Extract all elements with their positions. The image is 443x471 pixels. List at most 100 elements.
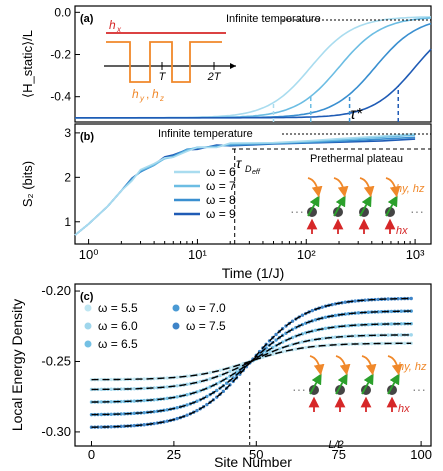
panel-b-spin-arrow-icon [333, 195, 346, 217]
panel-c-data-point [399, 322, 404, 326]
panel-c-data-point [152, 386, 156, 390]
panel-b-legend-label: ω = 7 [206, 179, 236, 193]
panel-c-xtick-label: 0 [88, 447, 95, 462]
panel-c-data-point [215, 388, 219, 393]
panel-c-data-point [99, 425, 104, 429]
panel-a-series-line [75, 48, 432, 119]
panel-c-legend-label: ω = 6.0 [98, 319, 138, 333]
panel-c-data-point [218, 368, 222, 373]
panel-b-tau-d-subsub: eff [252, 169, 261, 176]
panel-c-data-point [119, 399, 123, 404]
panel-c-spin-chain: ··· ··· hy, hz hx [292, 355, 427, 415]
panel-c-legend-marker [84, 322, 92, 330]
panel-c-data-point [218, 373, 222, 378]
panel-b-hx-label: hx [396, 225, 408, 237]
panel-c-data-point [376, 297, 380, 302]
panel-c-data-point [109, 425, 113, 429]
panel-c-data-point [409, 333, 413, 337]
panel-c-data-point [343, 300, 347, 304]
panel-b-ytick-label: 3 [64, 126, 71, 140]
panel-c-data-point [360, 342, 364, 346]
panel-c-data-point [346, 312, 351, 316]
panel-c-data-point [310, 338, 315, 342]
panel-c-data-point [185, 393, 189, 397]
panel-c-data-point [366, 310, 371, 314]
panel-c-data-point [185, 403, 189, 407]
panel-c-data-point [142, 410, 146, 415]
panel-c-data-point [165, 396, 169, 401]
panel-c-data-point [142, 377, 146, 381]
panel-c-fit-line [91, 334, 412, 391]
panel-c-data-point [208, 370, 212, 375]
panel-c-data-point [89, 425, 94, 429]
panel-c-data-point [109, 412, 113, 416]
panel-c-data-point [165, 376, 169, 380]
panel-b-hyz-arrow-icon [333, 177, 349, 198]
panel-b-ylabel: S₂ (bits) [20, 161, 35, 207]
panel-c-data-point [304, 345, 308, 350]
inset-hz-label: h [152, 87, 159, 101]
panel-c-data-point [363, 298, 367, 302]
panel-c-legend-marker [172, 322, 180, 330]
panel-c-data-point [142, 398, 146, 403]
panel-c-data-point [185, 382, 189, 387]
panel-c-data-point [208, 377, 212, 381]
panel-c-data-point [99, 387, 104, 392]
panel-c-fit-line [91, 342, 412, 381]
panel-c-data-point [300, 313, 305, 317]
inset-time-arrow-icon [230, 63, 236, 69]
panel-c-ytick-label: -0.20 [41, 283, 71, 298]
panel-c-data-point [152, 398, 156, 402]
panel-c-data-point [238, 365, 242, 369]
panel-b-infinite-text: Infinite temperature [158, 128, 253, 140]
panel-b-xtick-label: 10² [297, 247, 316, 262]
panel-c-spin-arrow-icon [387, 373, 400, 395]
panel-c-data-point [363, 333, 367, 338]
panel-c-hyz-arrow-icon [335, 355, 351, 376]
panel-c-data-point [175, 395, 179, 399]
panel-c-hyz-arrow-icon [309, 355, 325, 376]
panel-c-ytick-label: -0.30 [41, 424, 71, 439]
panel-a-tau-label: τ* [350, 106, 363, 123]
panel-c-legend-label: ω = 7.0 [186, 301, 226, 315]
panel-c-data-point [337, 342, 341, 347]
panel-c-legend-label: ω = 6.5 [98, 337, 138, 351]
panel-c-hyz-label: hy, hz [398, 361, 427, 373]
panel-c-data-point [109, 400, 113, 404]
inset-hy-label: h [132, 87, 139, 101]
panel-c-data-point [409, 321, 413, 326]
panel-c-data-point [122, 412, 127, 416]
panel-b-tau-d: τ [236, 155, 242, 171]
panel-c-data-point [379, 322, 384, 326]
panel-b-series-line [74, 134, 416, 236]
panel-c-data-point [119, 412, 123, 416]
panel-c-data-point [132, 411, 137, 416]
panel-b-legend-label: ω = 9 [206, 207, 236, 221]
panel-c-data-point [119, 424, 123, 429]
panel-c-data-point [333, 335, 338, 339]
panel-b-dots-right: ··· [410, 203, 424, 219]
panel-c-data-point [386, 333, 390, 337]
panel-a-series-line [75, 22, 432, 119]
panel-c-data-point [109, 377, 113, 382]
panel-a-ytick-label: -0.2 [50, 48, 71, 62]
panel-c-data-point [221, 389, 226, 394]
panel-b-dots-left: ··· [290, 203, 304, 219]
panel-c-data-point [155, 376, 160, 381]
panel-c-xtick-label: 25 [167, 447, 181, 462]
inset-t-label: T [159, 71, 167, 83]
panel-c-data-point [99, 412, 104, 417]
panel-c-data-point [396, 333, 400, 337]
panel-a-label: (a) [80, 13, 94, 25]
panel-c-data-point [409, 309, 413, 313]
panel-c-data-point [366, 322, 371, 327]
panel-c-data-point [89, 377, 94, 382]
panel-c-data-point [323, 315, 328, 319]
panel-a-ytick-label: -0.4 [50, 90, 71, 104]
panel-c-data-point [346, 323, 351, 328]
panel-c-data-point [152, 421, 156, 426]
panel-b-spin-arrow-icon [307, 195, 320, 217]
panel-b-spin-arrow-icon [385, 195, 398, 217]
panel-c-data-point [224, 381, 229, 385]
